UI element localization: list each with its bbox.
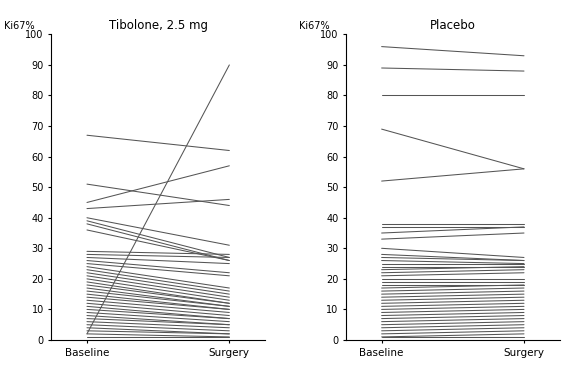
Text: Ki67%: Ki67% <box>5 21 35 31</box>
Text: Ki67%: Ki67% <box>299 21 329 31</box>
Title: Tibolone, 2.5 mg: Tibolone, 2.5 mg <box>108 19 208 32</box>
Title: Placebo: Placebo <box>430 19 476 32</box>
